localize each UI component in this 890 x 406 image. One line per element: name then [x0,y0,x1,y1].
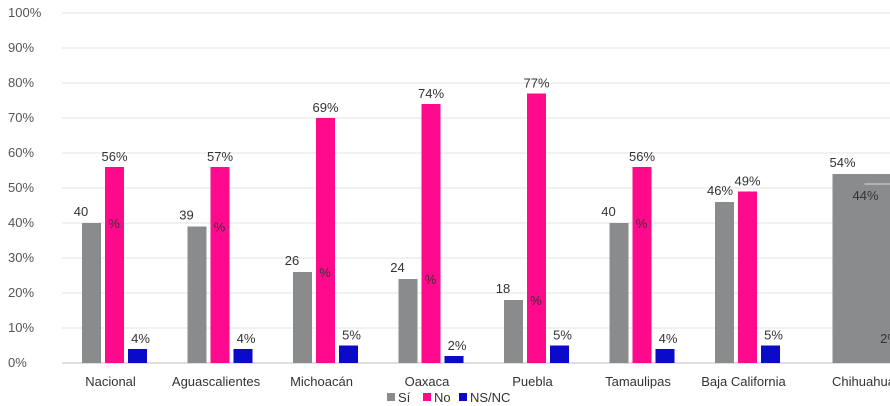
bar-si [293,272,312,363]
data-label-si: 26 [285,253,299,268]
y-tick-label: 20% [8,285,34,300]
percent-sign-fragment: % [319,265,331,280]
data-label-nsnc: 4% [237,331,256,346]
data-label-si: 40 [74,204,88,219]
bar-no [210,167,230,363]
data-labels: 40% 56% 4% 39% 57% 4% 26% 69% 5% 24% 74% 2% 18% 77% 5%… [74,76,890,354]
x-category-label: Michoacán [290,374,353,389]
data-label-no: 44% [852,188,878,203]
data-label-si: 46% [707,183,733,198]
legend-swatch-nsnc [459,393,467,401]
data-label-si: 18 [496,281,510,296]
legend-label-si: Sí [398,390,411,405]
bar-nsnc [550,345,569,363]
percent-sign-fragment: % [636,216,648,231]
x-category-label: Chihuahua [832,374,890,389]
percent-sign-fragment: % [425,272,437,287]
bar-si [715,202,734,363]
x-category-label: Nacional [85,374,136,389]
percent-sign-fragment: % [530,293,542,308]
data-label-nsnc: 4% [659,331,678,346]
bars [82,93,890,363]
bar-nsnc [761,345,780,363]
y-axis-ticks: 0% 10% 20% 30% 40% 50% 60% 70% 80% 90% 100% [8,5,42,370]
percent-sign-fragment: % [108,216,120,231]
bar-nsnc [444,356,464,363]
data-label-no: 69% [312,100,338,115]
bar-nsnc [233,349,253,363]
percent-sign-fragment: % [214,220,226,235]
x-category-label: Aguascalientes [172,374,261,389]
bar-nsnc [339,345,358,363]
data-label-no: 77% [523,76,549,91]
x-axis-categories: Nacional Aguascalientes Michoacán Oaxaca Pue… [85,374,890,389]
data-label-nsnc: 5% [342,328,361,343]
y-tick-label: 90% [8,40,34,55]
x-category-label: Puebla [512,374,553,389]
data-label-no: 56% [101,149,127,164]
y-tick-label: 60% [8,145,34,160]
bar-no [632,167,652,363]
y-tick-label: 40% [8,215,34,230]
bar-nsnc [128,349,147,363]
bar-nsnc [655,349,675,363]
data-label-no: 74% [418,86,444,101]
y-tick-label: 50% [8,180,34,195]
y-tick-label: 0% [8,355,27,370]
data-label-si: 54% [829,155,855,170]
data-label-si: 40 [601,204,615,219]
y-tick-label: 100% [8,5,42,20]
legend: Sí No NS/NC [387,390,510,405]
data-label-no: 57% [207,149,233,164]
bar-no [527,93,546,363]
legend-label-no: No [434,390,451,405]
bar-no [316,118,335,363]
data-label-nsnc: 2% [880,331,890,346]
data-label-no: 56% [629,149,655,164]
y-tick-label: 30% [8,250,34,265]
bar-si [504,300,523,363]
data-label-nsnc: 5% [553,328,572,343]
gridlines [62,12,890,364]
data-label-si: 39 [179,208,193,223]
y-tick-label: 10% [8,320,34,335]
bar-si [609,223,629,363]
bar-no [421,104,441,363]
bar-si [398,279,418,363]
x-category-label: Oaxaca [405,374,451,389]
y-tick-label: 70% [8,110,34,125]
bar-si [82,223,101,363]
bar-no [738,191,757,363]
bar-si [832,174,890,363]
data-label-no: 49% [734,174,760,189]
data-label-nsnc: 2% [448,338,467,353]
data-label-nsnc: 4% [131,331,150,346]
legend-swatch-si [387,393,395,401]
data-label-nsnc: 5% [764,328,783,343]
bar-si [187,226,207,363]
legend-label-nsnc: NS/NC [470,390,510,405]
y-tick-label: 80% [8,75,34,90]
bar-no [105,167,124,363]
legend-swatch-no [423,393,431,401]
x-category-label: Tamaulipas [605,374,671,389]
x-category-label: Baja California [701,374,786,389]
data-label-si: 24 [390,260,404,275]
